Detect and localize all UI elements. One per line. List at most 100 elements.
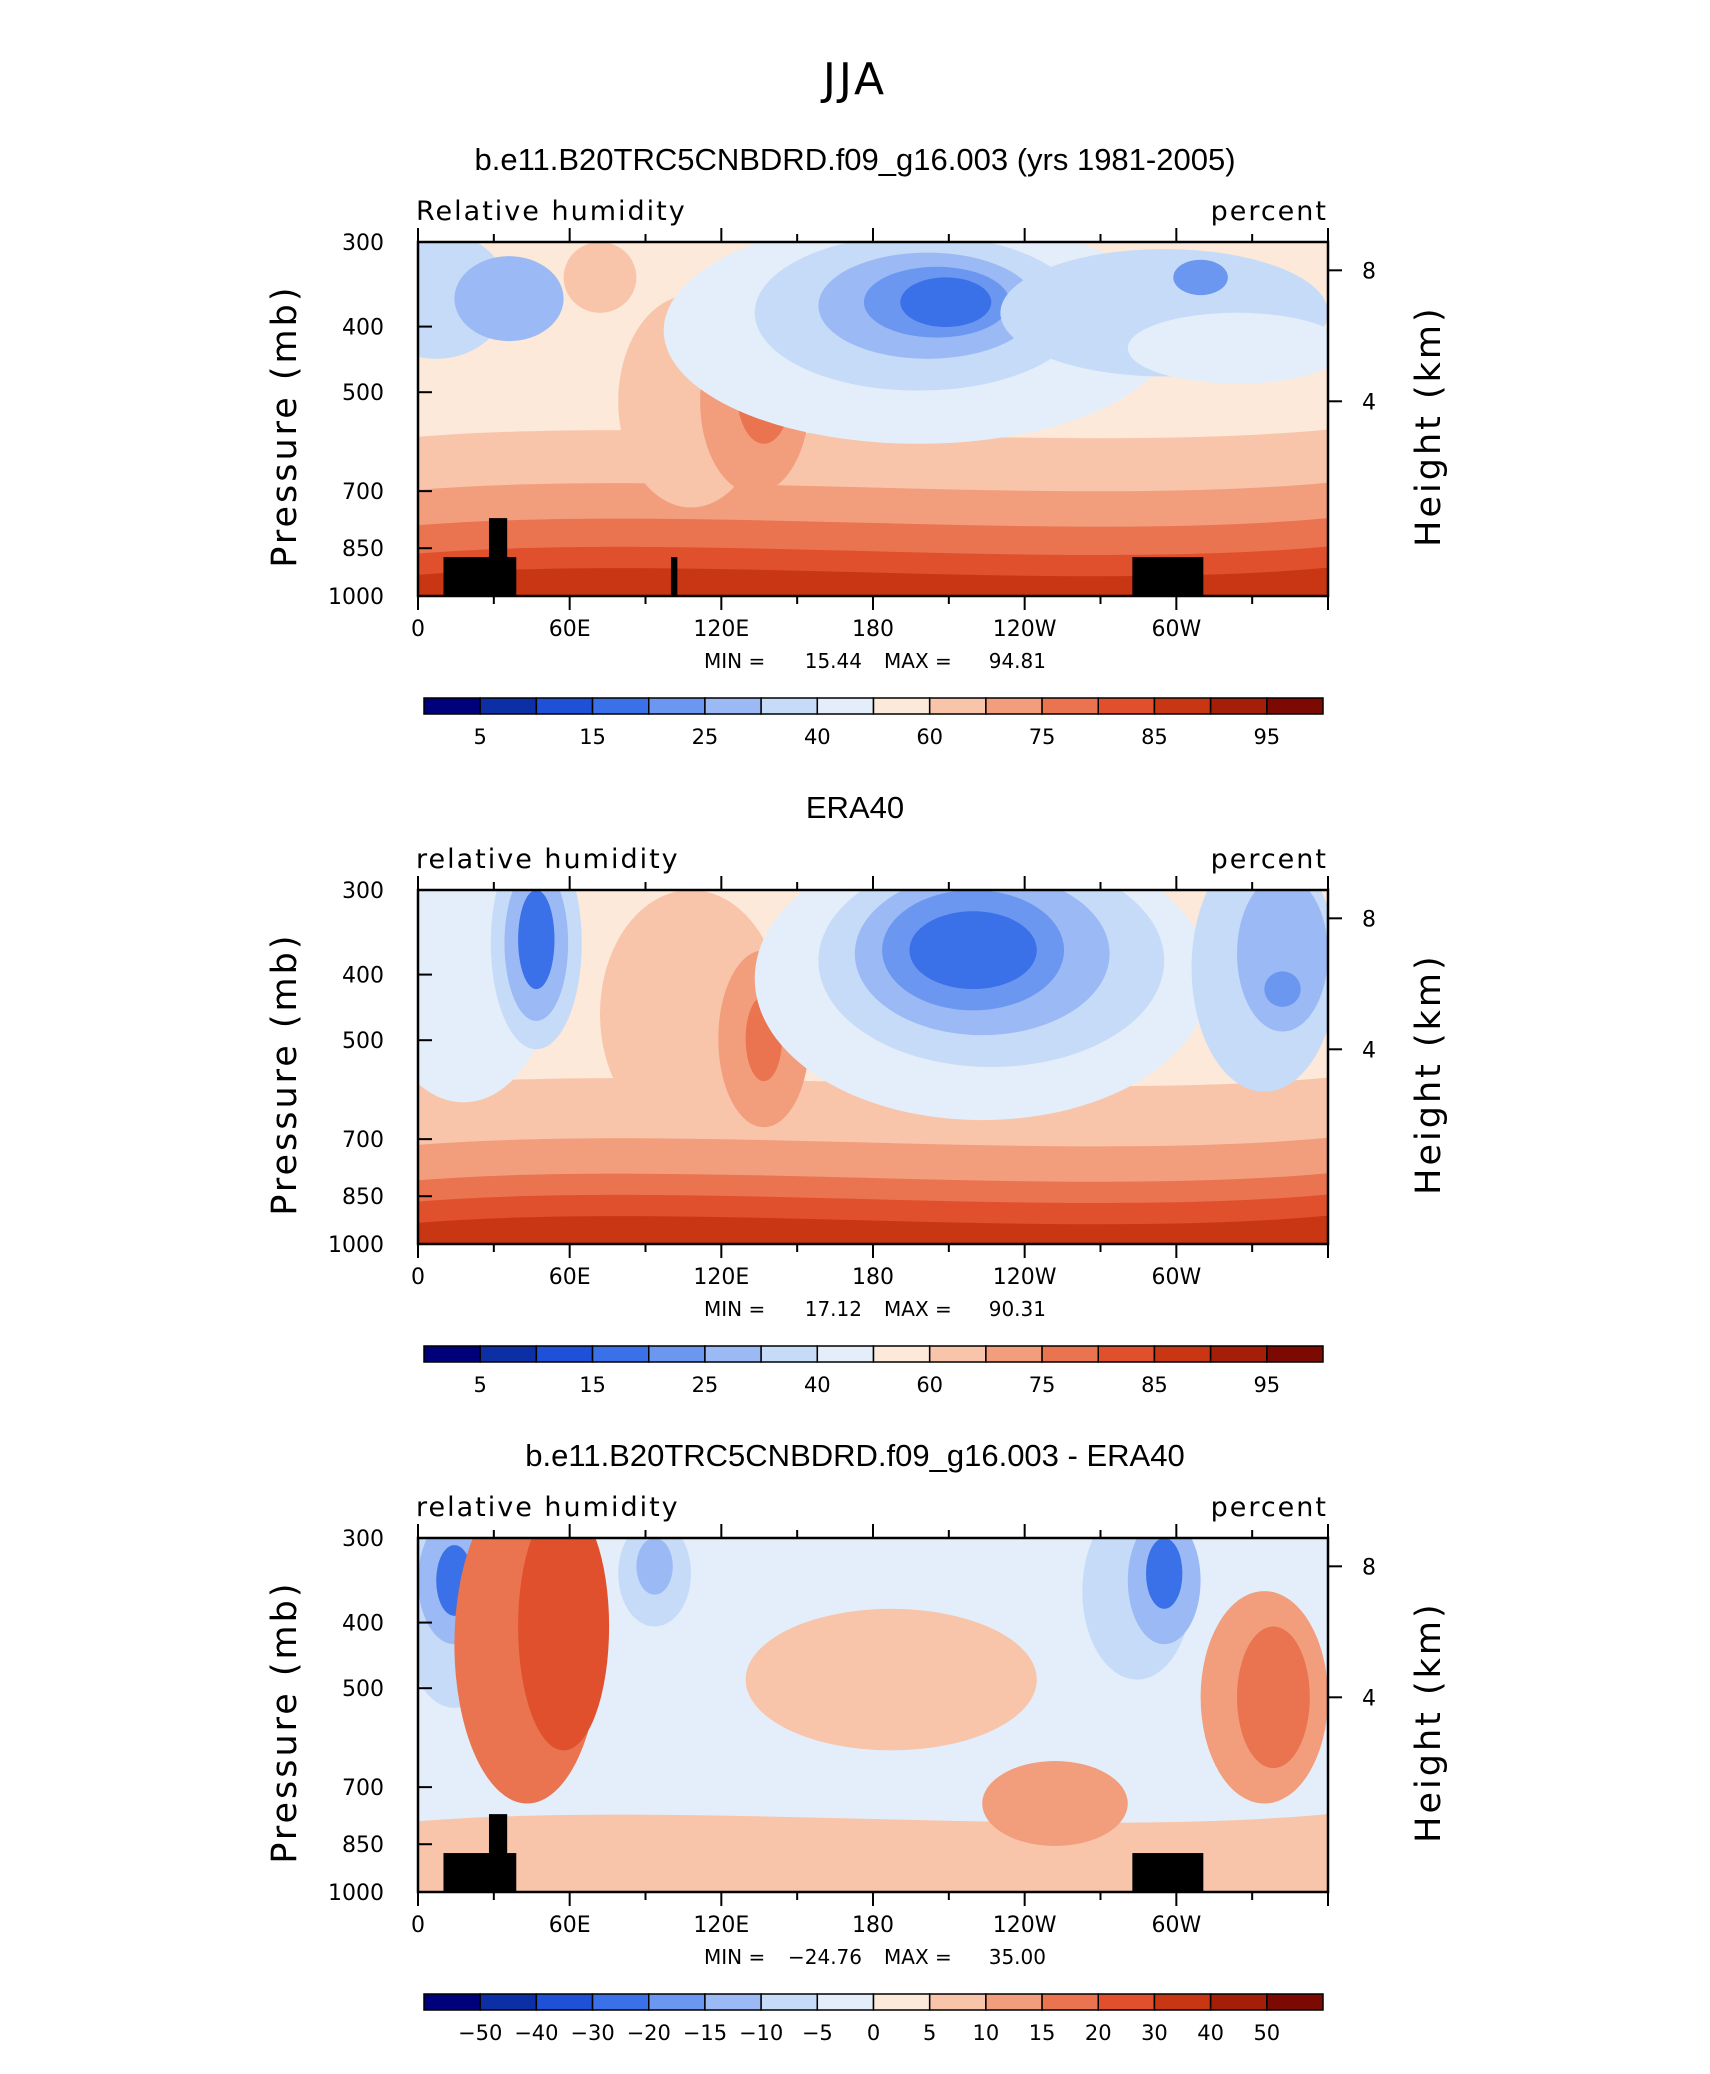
x-tick-label: 120W (993, 1913, 1057, 1938)
colorbar-swatch (1266, 697, 1324, 715)
colorbar-label: 75 (1029, 1373, 1056, 1397)
colorbar-swatch (591, 697, 650, 715)
contour-region (636, 1538, 673, 1595)
colorbar-swatch (535, 1345, 594, 1363)
colorbar-label: 95 (1253, 1373, 1280, 1397)
y-tick-label: 1000 (328, 585, 384, 610)
min-label: MIN = (704, 1297, 765, 1321)
max-label: MAX = (884, 1297, 952, 1321)
y2-axis-label: Height (km) (1409, 1601, 1449, 1843)
panel-variable-label: Relative humidity (416, 196, 687, 227)
colorbar-swatch (872, 697, 931, 715)
colorbar-swatch (704, 1345, 762, 1363)
colorbar-swatch (816, 697, 875, 715)
contour-region (1146, 1538, 1183, 1609)
contour-region (900, 277, 992, 327)
topography-mask (670, 557, 678, 596)
colorbar-swatch (1153, 697, 1212, 715)
y2-tick-label: 8 (1362, 907, 1376, 932)
topography-mask (488, 518, 508, 596)
colorbar-label: −10 (739, 2021, 783, 2045)
panel-variable-label: relative humidity (416, 844, 680, 875)
colorbar-label: 95 (1253, 725, 1280, 749)
x-tick-label: 60E (549, 1265, 591, 1290)
colorbar-label: 85 (1141, 1373, 1168, 1397)
y-tick-label: 500 (342, 1029, 384, 1054)
x-tick-label: 60W (1151, 1913, 1201, 1938)
y-tick-label: 850 (342, 1833, 384, 1858)
colorbar-label: 5 (474, 725, 487, 749)
colorbar-label: 50 (1253, 2021, 1280, 2045)
y2-axis-label: Height (km) (1409, 953, 1449, 1195)
y-tick-label: 300 (342, 1527, 384, 1552)
max-value: 35.00 (989, 1945, 1046, 1969)
chart-panel-1: b.e11.B20TRC5CNBDRD.f09_g16.003 (yrs 198… (265, 142, 1449, 749)
colorbar-swatch (423, 1993, 481, 2011)
contour-region (982, 1761, 1128, 1846)
colorbar-swatch (1266, 1993, 1324, 2011)
colorbar-label: −40 (514, 2021, 558, 2045)
y-tick-label: 700 (342, 480, 384, 505)
colorbar-swatch (591, 1345, 650, 1363)
y-tick-label: 500 (342, 381, 384, 406)
colorbar-swatch (1209, 1345, 1268, 1363)
colorbar-swatch (535, 697, 594, 715)
contour-region (1264, 971, 1301, 1007)
colorbar-swatch (591, 1993, 650, 2011)
colorbar-label: 30 (1141, 2021, 1168, 2045)
topography-mask (1132, 557, 1204, 596)
contour-field (418, 242, 1328, 596)
colorbar-label: 5 (474, 1373, 487, 1397)
y-tick-label: 700 (342, 1776, 384, 1801)
colorbar-label: 40 (1197, 2021, 1224, 2045)
y-tick-label: 500 (342, 1677, 384, 1702)
colorbar-swatch (1041, 697, 1099, 715)
max-label: MAX = (884, 1945, 952, 1969)
colorbar-label: 5 (923, 2021, 936, 2045)
colorbar-swatch (479, 1993, 538, 2011)
y-tick-label: 1000 (328, 1881, 384, 1906)
x-tick-label: 0 (411, 617, 425, 642)
contour-region (1173, 259, 1228, 296)
colorbar-swatch (423, 1345, 481, 1363)
x-tick-label: 60W (1151, 617, 1201, 642)
panel-units-label: percent (1211, 196, 1328, 227)
colorbar-label: 25 (692, 1373, 719, 1397)
contour-region (518, 890, 555, 990)
colorbar-swatch (760, 1345, 819, 1363)
x-tick-label: 180 (852, 617, 894, 642)
panel-title: b.e11.B20TRC5CNBDRD.f09_g16.003 (yrs 198… (474, 142, 1235, 177)
contour-band (418, 1215, 1328, 1244)
colorbar-swatch (479, 697, 538, 715)
min-label: MIN = (704, 649, 765, 673)
colorbar-label: −30 (570, 2021, 614, 2045)
y2-axis-label: Height (km) (1409, 305, 1449, 546)
colorbar-swatch (1041, 1993, 1099, 2011)
min-value: 17.12 (805, 1297, 862, 1321)
x-tick-label: 120W (993, 1265, 1057, 1290)
min-value: −24.76 (788, 1945, 862, 1969)
panel-title: b.e11.B20TRC5CNBDRD.f09_g16.003 - ERA40 (525, 1438, 1184, 1473)
colorbar-swatch (760, 1993, 819, 2011)
y2-tick-label: 8 (1362, 1555, 1376, 1580)
colorbar-swatch (1266, 1345, 1324, 1363)
y2-tick-label: 4 (1362, 390, 1376, 415)
colorbar-label: 15 (579, 1373, 606, 1397)
panel-units-label: percent (1211, 844, 1328, 875)
y-tick-label: 400 (342, 316, 384, 341)
contour-region (1237, 890, 1328, 1032)
colorbar-swatch (928, 1993, 987, 2011)
colorbar-label: 85 (1141, 725, 1168, 749)
colorbar-swatch (1097, 1993, 1156, 2011)
x-tick-label: 60E (549, 617, 591, 642)
colorbar-swatch (704, 697, 762, 715)
colorbar-label: 0 (867, 2021, 880, 2045)
y-tick-label: 300 (342, 231, 384, 256)
y-tick-label: 300 (342, 879, 384, 904)
colorbar-label: 40 (804, 1373, 831, 1397)
colorbar-label: −15 (683, 2021, 727, 2045)
colorbar-swatch (985, 1345, 1043, 1363)
panel-title: ERA40 (806, 790, 904, 825)
colorbar-swatch (1097, 1345, 1156, 1363)
y2-tick-label: 4 (1362, 1686, 1376, 1711)
